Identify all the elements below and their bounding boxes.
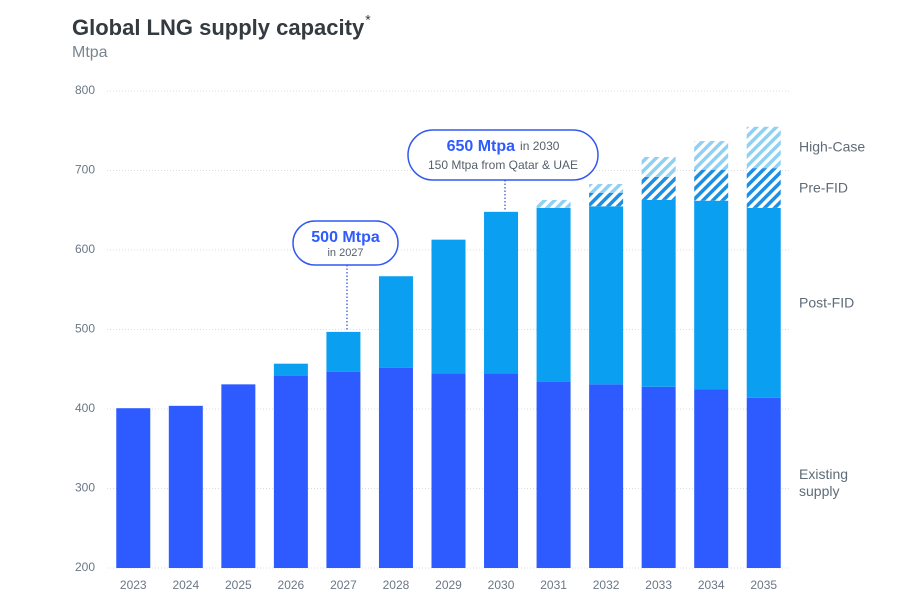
y-tick-label: 400 bbox=[75, 401, 95, 415]
x-tick-label: 2028 bbox=[383, 578, 410, 592]
legend-label: Pre-FID bbox=[799, 179, 848, 196]
x-tick-label: 2025 bbox=[225, 578, 252, 592]
bar-segment bbox=[431, 373, 466, 568]
bar-segment bbox=[694, 141, 729, 170]
callout-box bbox=[407, 129, 599, 181]
bar-segment bbox=[431, 239, 466, 374]
bar-segment bbox=[746, 126, 781, 169]
callout-note: in 2027 bbox=[327, 247, 363, 259]
y-tick-label: 200 bbox=[75, 560, 95, 574]
x-tick-label: 2027 bbox=[330, 578, 357, 592]
bar-segment bbox=[378, 276, 413, 368]
bar-segment bbox=[484, 211, 519, 374]
callout-headline: 650 Mtpa in 2030 bbox=[447, 138, 560, 155]
bar-segment bbox=[641, 386, 676, 568]
chart-subtitle: Mtpa bbox=[72, 44, 108, 61]
bar-segment bbox=[641, 199, 676, 387]
x-tick-label: 2026 bbox=[278, 578, 305, 592]
legend-label: Post-FID bbox=[799, 294, 855, 311]
y-tick-label: 600 bbox=[75, 242, 95, 256]
bar-segment bbox=[536, 207, 571, 382]
bar-segment bbox=[589, 384, 624, 568]
bar-segment bbox=[641, 176, 676, 200]
callout-value: 500 Mtpa bbox=[311, 229, 380, 246]
x-tick-label: 2029 bbox=[435, 578, 462, 592]
bar-segment bbox=[536, 199, 571, 208]
bar-segment bbox=[694, 389, 729, 568]
bar-segment bbox=[589, 184, 624, 193]
bar-segment bbox=[168, 405, 203, 568]
y-tick-label: 800 bbox=[75, 83, 95, 97]
callout-detail: 150 Mtpa from Qatar & UAE bbox=[428, 158, 578, 172]
bar-segment bbox=[484, 373, 519, 568]
y-tick-label: 300 bbox=[75, 481, 95, 495]
x-tick-label: 2023 bbox=[120, 578, 147, 592]
bar-segment bbox=[641, 156, 676, 177]
callout-note: in 2030 bbox=[520, 139, 560, 153]
callout-value: 650 Mtpa bbox=[447, 138, 516, 155]
bar-segment bbox=[746, 397, 781, 568]
x-tick-label: 2033 bbox=[645, 578, 672, 592]
title-mark: * bbox=[365, 12, 371, 28]
bar-segment bbox=[694, 169, 729, 201]
legend-label: High-Case bbox=[799, 138, 866, 155]
bar-segment bbox=[746, 207, 781, 398]
x-tick-label: 2031 bbox=[540, 578, 567, 592]
bar-segment bbox=[694, 200, 729, 390]
bar-segment bbox=[536, 381, 571, 568]
x-tick-label: 2030 bbox=[488, 578, 515, 592]
bar-segment bbox=[589, 206, 624, 385]
bar-segment bbox=[326, 371, 361, 568]
bar-segment bbox=[326, 331, 361, 372]
bar-segment bbox=[221, 384, 256, 568]
chart-title: Global LNG supply capacity bbox=[72, 15, 365, 40]
x-tick-label: 2034 bbox=[698, 578, 725, 592]
callout-box bbox=[292, 220, 399, 266]
x-tick-label: 2035 bbox=[750, 578, 777, 592]
bar-segment bbox=[746, 168, 781, 208]
y-tick-label: 700 bbox=[75, 163, 95, 177]
y-tick-label: 500 bbox=[75, 322, 95, 336]
bar-segment bbox=[273, 363, 308, 376]
legend-label: Existing supply bbox=[799, 465, 849, 499]
x-tick-label: 2032 bbox=[593, 578, 620, 592]
bar-segment bbox=[273, 375, 308, 568]
bar-segment bbox=[116, 408, 151, 568]
bar-segment bbox=[378, 367, 413, 568]
x-tick-label: 2024 bbox=[172, 578, 199, 592]
bar-segment bbox=[589, 192, 624, 207]
